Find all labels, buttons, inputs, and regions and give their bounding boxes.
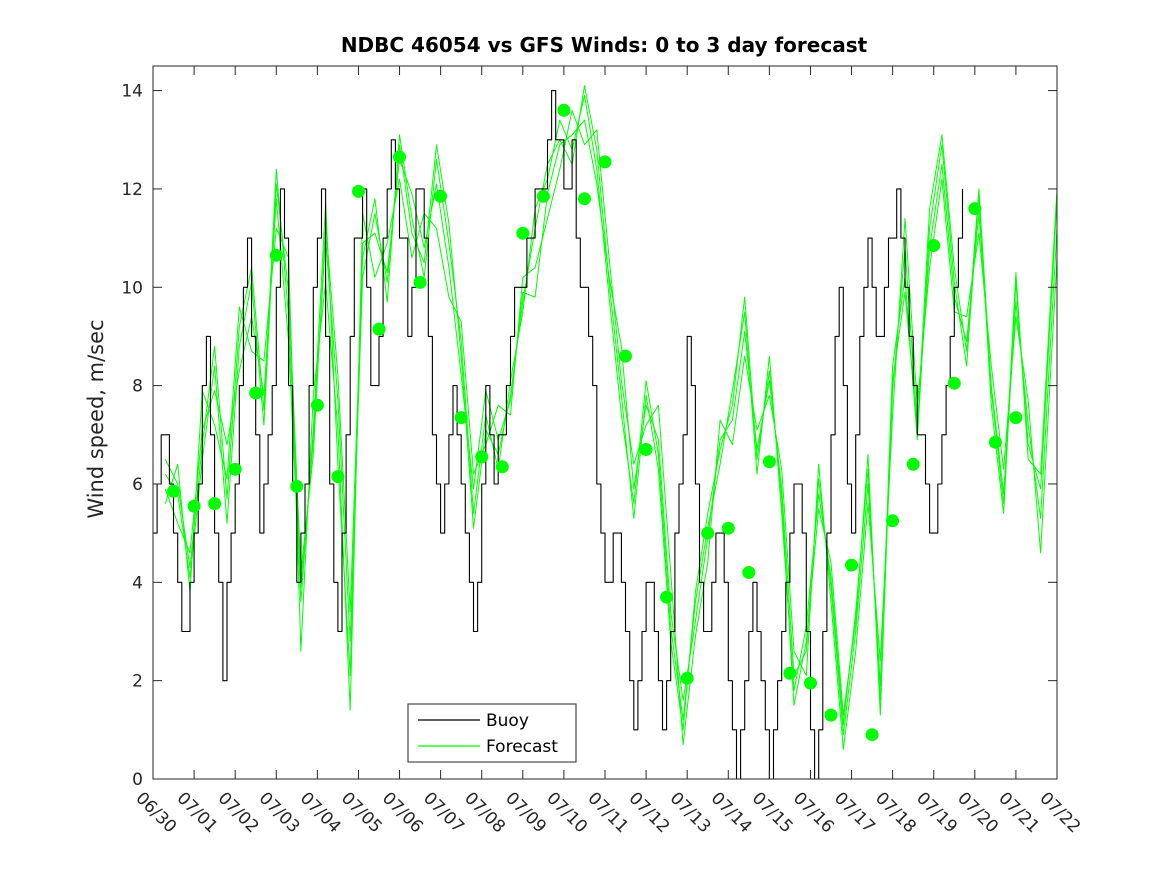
forecast-point (516, 226, 530, 240)
axes (152, 65, 1058, 780)
y-tick-label: 12 (121, 180, 143, 200)
x-tick-label: 07/06 (378, 788, 427, 837)
forecast-point (906, 457, 920, 471)
x-tick-label: 07/16 (789, 788, 838, 837)
forecast-point (988, 435, 1002, 449)
forecast-point (352, 184, 365, 198)
forecast-point (495, 460, 509, 474)
y-tick-label: 10 (121, 278, 143, 298)
forecast-point (886, 514, 900, 528)
forecast-point (578, 192, 591, 206)
y-tick-label: 8 (132, 377, 143, 397)
forecast-point (701, 526, 715, 540)
x-tick-label: 07/17 (830, 788, 879, 837)
x-tick-label: 07/05 (337, 788, 386, 837)
forecast-point (557, 103, 571, 117)
y-tick-label: 2 (132, 672, 143, 692)
x-tick-label: 07/20 (953, 788, 1002, 837)
forecast-point (968, 202, 982, 216)
x-tick-label: 07/10 (542, 788, 591, 837)
forecast-point (639, 443, 653, 456)
x-tick-label: 07/04 (296, 788, 345, 837)
forecast-point (434, 189, 448, 203)
forecast-point (454, 411, 468, 425)
forecast-point (475, 450, 489, 464)
x-tick-label: 07/03 (255, 788, 304, 837)
forecast-point (824, 708, 838, 722)
axes-box (152, 65, 1058, 780)
x-tick-label: 07/21 (994, 788, 1043, 837)
forecast-point (372, 322, 386, 336)
x-tick-label: 07/08 (460, 788, 509, 837)
forecast-point (228, 462, 242, 476)
forecast-point (865, 728, 879, 742)
forecast-point (290, 479, 304, 493)
plot-area (153, 85, 1057, 779)
forecast-point (804, 676, 817, 690)
y-tick-label: 14 (121, 82, 143, 102)
x-tick-label: 06/30 (131, 788, 180, 837)
forecast-point (927, 239, 941, 252)
y-tick-label: 0 (132, 770, 143, 790)
forecast-point (187, 499, 201, 513)
series-group (153, 85, 1057, 779)
forecast-point (721, 521, 735, 535)
forecast-point (269, 248, 283, 262)
forecast-point (1009, 411, 1023, 425)
legend-buoy-label: Buoy (486, 711, 529, 731)
forecast-series-line-0 (164, 95, 1057, 726)
x-tick-label: 07/15 (748, 788, 797, 837)
forecast-point (783, 666, 797, 680)
forecast-series-line-2 (164, 119, 1057, 736)
x-tick-label: 07/07 (419, 788, 468, 837)
forecast-point (413, 275, 427, 289)
forecast-point (619, 349, 632, 363)
forecast-point (742, 566, 756, 579)
x-tick-label: 07/18 (871, 788, 920, 837)
x-tick-label: 07/11 (583, 788, 632, 837)
forecast-point (947, 376, 961, 390)
forecast-series-line-3 (164, 85, 1057, 731)
legend-box (407, 703, 577, 763)
y-axis-label: Wind speed, m/sec (84, 319, 108, 518)
buoy-series-line (153, 90, 964, 779)
x-tick-label: 07/13 (666, 788, 715, 837)
forecast-point (167, 484, 180, 498)
forecast-series-line-1 (164, 109, 1057, 750)
x-tick-label: 07/12 (625, 788, 674, 837)
forecast-point (310, 398, 324, 412)
legend-forecast-label: Forecast (486, 737, 558, 757)
x-tick-label: 07/01 (173, 788, 222, 837)
x-tick-label: 07/02 (214, 788, 263, 837)
forecast-point (536, 189, 550, 203)
x-tick-label: 07/09 (501, 788, 550, 837)
forecast-point (598, 155, 612, 169)
forecast-point (393, 150, 406, 164)
x-tick-label: 07/22 (1035, 788, 1084, 837)
legend: Buoy Forecast (407, 703, 577, 763)
x-tick-label: 07/14 (707, 788, 756, 837)
y-tick-label: 4 (132, 573, 143, 593)
forecast-point (331, 470, 345, 484)
forecast-point (762, 455, 776, 469)
forecast-point (249, 386, 263, 400)
forecast-point (208, 497, 222, 511)
forecast-point (660, 590, 674, 604)
forecast-point (845, 558, 858, 572)
chart-title: NDBC 46054 vs GFS Winds: 0 to 3 day fore… (341, 33, 868, 57)
forecast-point (680, 671, 694, 685)
x-tick-label: 07/19 (912, 788, 961, 837)
y-tick-label: 6 (132, 475, 143, 495)
